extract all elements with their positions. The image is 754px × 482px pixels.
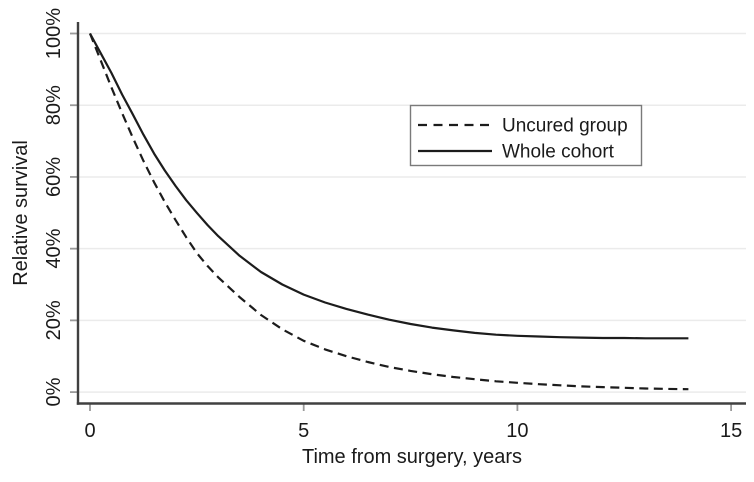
y-tick-label: 0% bbox=[43, 377, 65, 406]
legend-box bbox=[409, 104, 643, 167]
x-tick-label: 10 bbox=[506, 420, 528, 442]
survival-curves bbox=[88, 32, 689, 391]
x-tick-label: 5 bbox=[298, 420, 309, 442]
x-tick-label: 15 bbox=[720, 420, 742, 442]
curve-whole-cohort bbox=[89, 32, 689, 340]
y-tick-label: 20% bbox=[43, 300, 65, 340]
x-tick-label: 0 bbox=[84, 420, 95, 442]
y-tick-label: 60% bbox=[43, 157, 65, 197]
y-axis-title: Relative survival bbox=[10, 140, 32, 286]
y-tick-label: 80% bbox=[43, 85, 65, 125]
y-tick-label: 100% bbox=[43, 8, 65, 59]
curve-uncured-group bbox=[88, 33, 689, 391]
legend-label-whole-cohort: Whole cohort bbox=[502, 142, 615, 163]
y-tick-label: 40% bbox=[43, 228, 65, 268]
legend-label-uncured-group: Uncured group bbox=[502, 116, 628, 137]
axis-ticks: 0% 20% 40% 60% 80% 100% 0 5 10 15 bbox=[43, 8, 742, 442]
legend: Uncured group Whole cohort bbox=[409, 104, 643, 167]
x-axis-title: Time from surgery, years bbox=[302, 446, 522, 468]
